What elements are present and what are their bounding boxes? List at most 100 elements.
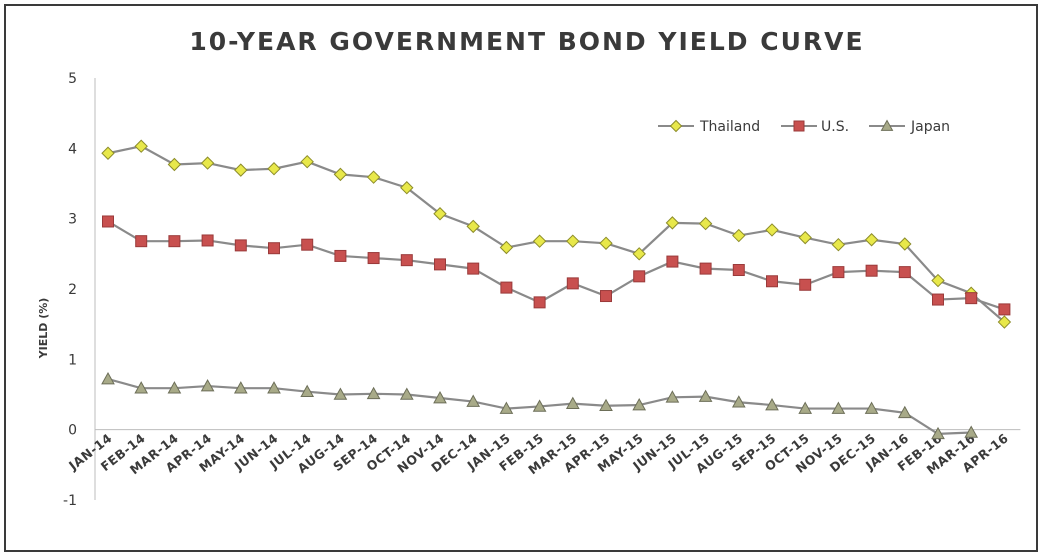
y-tick-label: 0 xyxy=(68,423,77,439)
y-tick-label: 4 xyxy=(68,141,77,157)
data-point-u-s xyxy=(168,235,181,248)
series-line-u-s xyxy=(107,220,1005,311)
data-point-u-s xyxy=(268,242,280,255)
data-point-u-s xyxy=(932,293,944,306)
data-point-u-s xyxy=(998,303,1011,316)
data-point-japan xyxy=(897,405,912,419)
chart-frame xyxy=(4,4,1038,552)
data-point-u-s xyxy=(600,290,612,303)
data-point-japan xyxy=(765,398,779,411)
data-point-japan xyxy=(300,384,315,397)
data-point-thailand xyxy=(864,233,879,247)
data-point-u-s xyxy=(467,262,480,275)
legend-item-japan: Japan xyxy=(869,119,950,135)
data-point-japan xyxy=(399,387,414,400)
data-point-japan xyxy=(101,371,115,385)
y-tick-label: 5 xyxy=(68,71,77,87)
series-layer xyxy=(101,139,1012,440)
data-point-japan xyxy=(599,398,613,412)
legend-label: U.S. xyxy=(821,119,849,135)
data-point-u-s xyxy=(965,292,978,305)
data-point-thailand xyxy=(898,237,912,251)
data-point-thailand xyxy=(732,228,746,243)
data-point-thailand xyxy=(167,157,182,172)
legend-item-u-s: U.S. xyxy=(781,119,849,135)
data-point-japan xyxy=(698,389,713,402)
data-point-thailand xyxy=(366,170,381,184)
data-point-u-s xyxy=(699,262,712,275)
data-point-thailand xyxy=(101,146,115,160)
data-point-u-s xyxy=(799,278,812,291)
data-point-u-s xyxy=(832,266,845,279)
data-point-u-s xyxy=(732,264,745,277)
data-point-japan xyxy=(798,401,813,414)
axes: -1012345JAN-14FEB-14MAR-14APR-14MAY-14JU… xyxy=(63,71,1021,509)
data-point-japan xyxy=(134,381,149,394)
data-point-thailand xyxy=(134,139,148,153)
data-point-thailand xyxy=(698,216,713,231)
data-point-japan xyxy=(964,425,979,438)
data-point-japan xyxy=(931,426,945,440)
series-line-thailand xyxy=(107,145,1006,323)
data-point-u-s xyxy=(633,270,646,283)
data-point-thailand xyxy=(532,234,547,248)
data-point-u-s xyxy=(898,266,911,279)
y-tick-label: 3 xyxy=(68,212,77,228)
data-point-u-s xyxy=(367,252,380,265)
legend-label: Japan xyxy=(910,119,950,135)
data-point-thailand xyxy=(997,315,1012,329)
chart-title: 10-YEAR GOVERNMENT BOND YIELD CURVE xyxy=(189,27,864,56)
data-point-japan xyxy=(233,381,248,394)
data-point-u-s xyxy=(135,235,148,248)
data-point-thailand xyxy=(665,216,680,230)
data-point-thailand xyxy=(599,236,613,250)
data-point-u-s xyxy=(201,234,214,247)
data-point-u-s xyxy=(434,258,446,271)
data-point-thailand xyxy=(333,167,348,182)
data-point-u-s xyxy=(865,264,878,277)
data-point-japan xyxy=(665,390,680,403)
data-point-thailand xyxy=(267,162,281,176)
data-point-japan xyxy=(433,390,447,404)
data-point-thailand xyxy=(798,230,812,245)
series-thailand xyxy=(101,139,1012,329)
data-point-thailand xyxy=(200,156,215,170)
y-tick-label: 1 xyxy=(68,352,77,368)
data-point-u-s xyxy=(533,296,546,309)
data-point-u-s xyxy=(666,255,679,268)
data-point-thailand xyxy=(765,223,779,237)
data-point-japan xyxy=(167,381,182,394)
legend-marker xyxy=(880,119,894,131)
series-u-s xyxy=(102,215,1011,316)
legend-marker xyxy=(669,119,683,133)
data-point-thailand xyxy=(300,154,314,169)
data-point-thailand xyxy=(400,181,414,195)
data-point-thailand xyxy=(234,163,248,177)
data-point-japan xyxy=(565,396,580,409)
data-point-thailand xyxy=(499,240,514,255)
data-point-japan xyxy=(831,401,846,414)
data-point-japan xyxy=(731,395,746,408)
data-point-japan xyxy=(632,398,647,411)
data-point-u-s xyxy=(566,277,579,290)
y-axis-label: YIELD (%) xyxy=(37,298,50,360)
data-point-japan xyxy=(864,401,879,414)
legend-item-thailand: Thailand xyxy=(658,119,760,135)
data-point-u-s xyxy=(334,249,347,262)
data-point-u-s xyxy=(301,238,314,251)
data-point-u-s xyxy=(500,281,513,294)
data-point-thailand xyxy=(632,247,646,261)
data-point-u-s xyxy=(234,239,247,252)
data-point-u-s xyxy=(102,215,114,228)
data-point-thailand xyxy=(566,234,580,248)
data-point-japan xyxy=(499,401,514,414)
data-point-japan xyxy=(333,387,348,400)
legend: Thailand U.S. Japan xyxy=(658,119,950,135)
data-point-thailand xyxy=(433,207,447,221)
data-point-japan xyxy=(200,379,215,392)
data-point-u-s xyxy=(400,254,413,267)
data-point-thailand xyxy=(831,237,846,252)
y-tick-label: -1 xyxy=(63,493,77,509)
data-point-japan xyxy=(366,386,381,400)
